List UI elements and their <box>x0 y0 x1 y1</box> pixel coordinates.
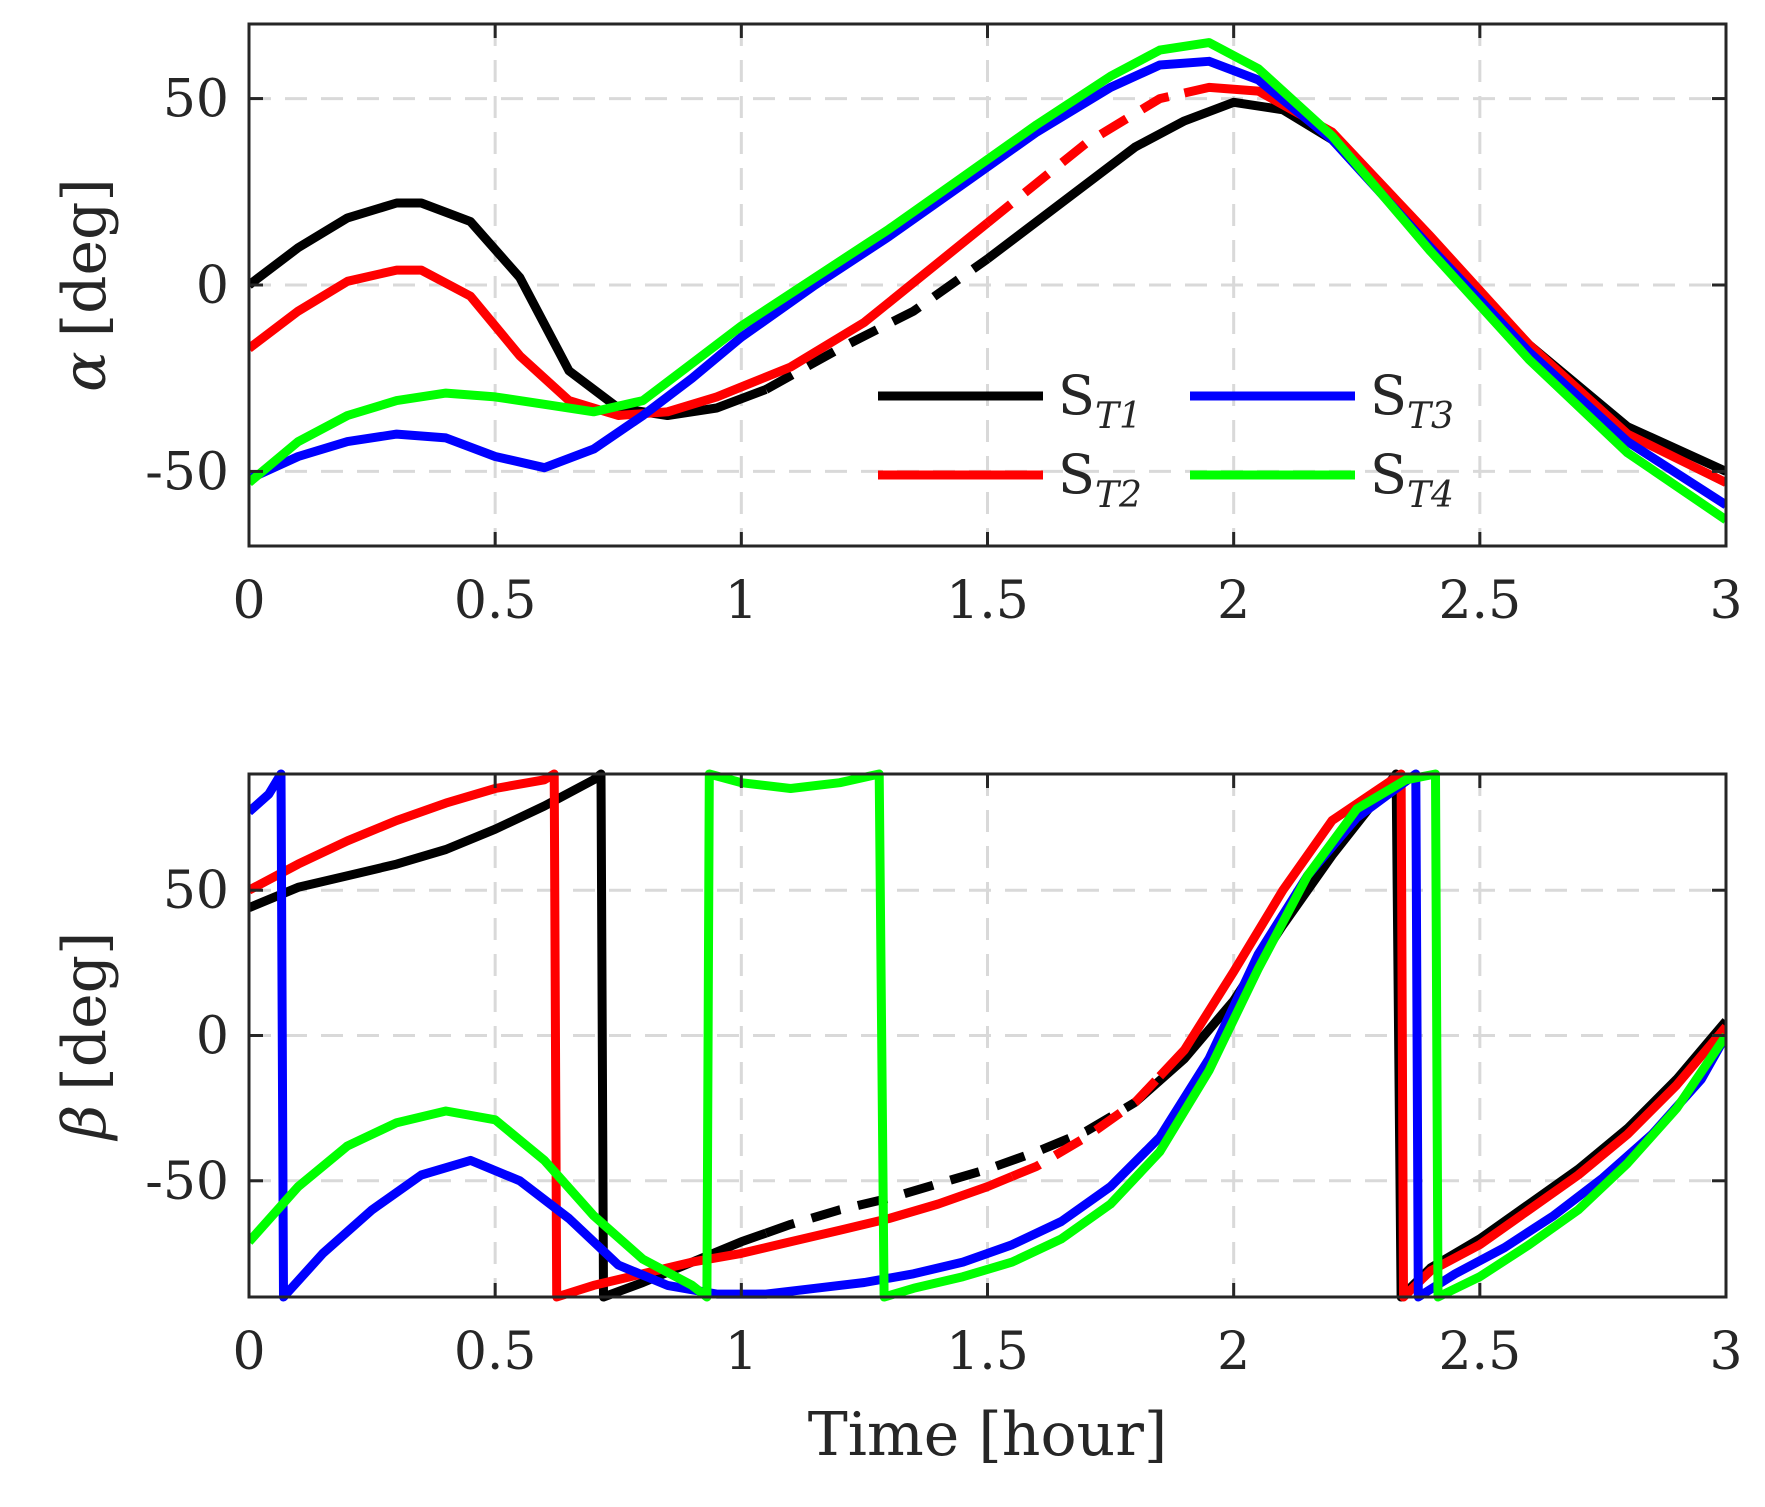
legend-label-prefix: S <box>1058 364 1095 427</box>
x-tick-label: 2.5 <box>1438 1322 1521 1382</box>
y-axis-label: α [deg] <box>50 178 120 392</box>
x-axis-label: Time [hour] <box>808 1400 1168 1470</box>
series-s-t4-line <box>249 38 1726 524</box>
x-tick-label: 1.5 <box>946 1322 1029 1382</box>
series-s-t2-line <box>249 769 1014 1302</box>
series-s-t2-line <box>1183 82 1726 487</box>
legend-label: ST2 <box>1058 443 1142 516</box>
series-s-t3-line <box>249 769 1726 1302</box>
y-tick-label: 50 <box>163 70 229 130</box>
x-tick-label: 3 <box>1709 571 1742 631</box>
x-tick-label: 0.5 <box>454 1322 537 1382</box>
legend-label: ST1 <box>1058 364 1142 437</box>
y-tick-label: 0 <box>196 1007 229 1067</box>
legend-label-subscript: T3 <box>1407 396 1454 437</box>
y-tick-label: -50 <box>145 442 229 502</box>
series-s-t2-dashed-line <box>1010 1073 1164 1181</box>
series-s-t4-line <box>249 769 1726 1302</box>
x-tick-label: 0.5 <box>454 571 537 631</box>
y-axis-symbol: β <box>50 1105 120 1142</box>
legend-label: ST3 <box>1370 364 1454 437</box>
legend-label-subscript: T1 <box>1095 396 1142 437</box>
legend-label-prefix: S <box>1370 364 1407 427</box>
series-s-t2-line <box>249 219 991 420</box>
legend-label: ST4 <box>1370 443 1454 516</box>
legend-label-subscript: T4 <box>1407 475 1454 516</box>
series-s-t2-dashed-line <box>984 88 1186 227</box>
x-tick-label: 1.5 <box>946 571 1029 631</box>
x-tick-label: 1 <box>725 571 758 631</box>
x-tick-label: 2 <box>1217 571 1250 631</box>
y-axis-unit: [deg] <box>50 932 120 1091</box>
legend-label-subscript: T2 <box>1095 475 1142 516</box>
y-axis-label: β [deg] <box>50 932 120 1142</box>
series-group <box>249 38 1726 524</box>
series-s-t1-line <box>249 198 768 420</box>
y-tick-label: -50 <box>145 1152 229 1212</box>
x-tick-label: 0 <box>232 1322 265 1382</box>
x-tick-label: 1 <box>725 1322 758 1382</box>
x-tick-label: 0 <box>232 571 265 631</box>
y-axis-unit: [deg] <box>50 178 120 337</box>
series-group <box>249 769 1726 1302</box>
beta-panel: 0 0.5 1 1.5 2 2.5 3 -50 0 50 β [deg] Time [hour] <box>50 769 1743 1470</box>
y-axis-symbol: α <box>50 351 120 392</box>
legend-label-prefix: S <box>1370 443 1407 506</box>
y-tick-label: 50 <box>163 861 229 921</box>
x-tick-label: 2.5 <box>1438 571 1521 631</box>
legend-label-prefix: S <box>1058 443 1095 506</box>
x-tick-label: 2 <box>1217 1322 1250 1382</box>
y-tick-label: 0 <box>196 256 229 316</box>
series-s-t1-dashed-line <box>763 255 991 394</box>
x-tick-label: 3 <box>1709 1322 1742 1382</box>
